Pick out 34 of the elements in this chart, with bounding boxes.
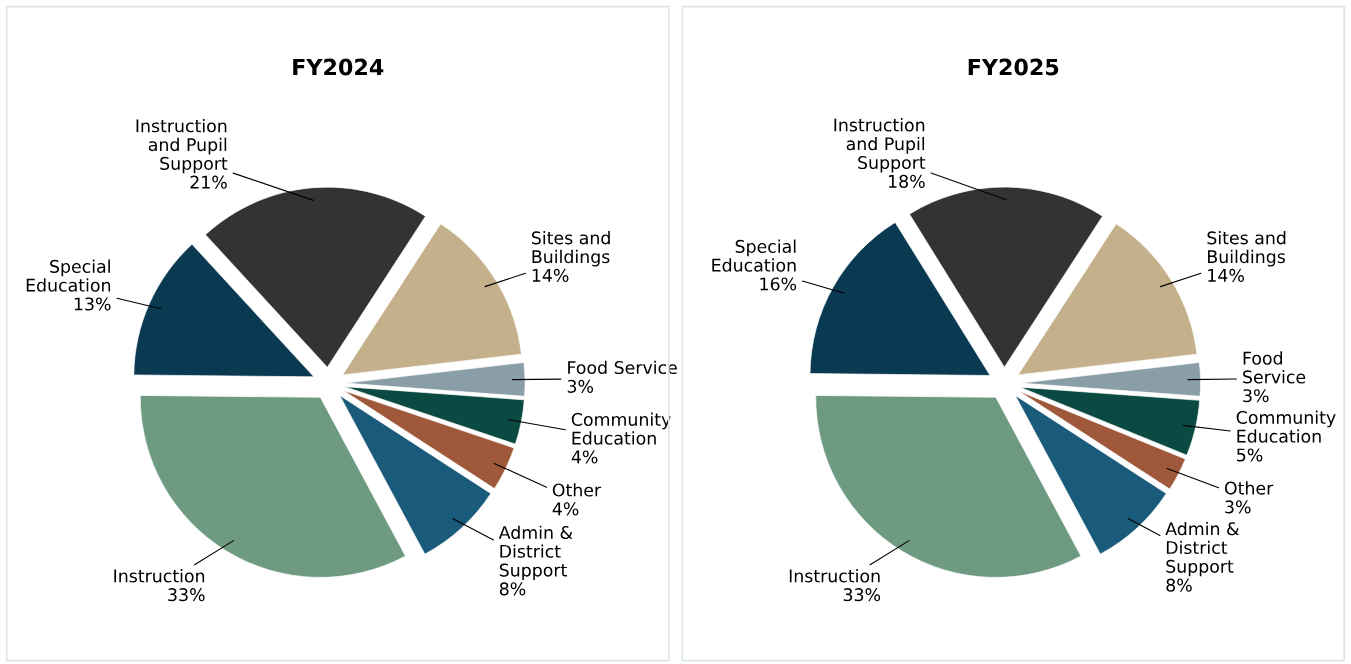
data-label: 14% (1208, 268, 1244, 282)
slice-label: Food Service (1243, 351, 1306, 384)
slice-label: Instruction and Pupil Support (136, 118, 228, 174)
data-label: 3% (567, 379, 594, 393)
slice-label: Other (552, 483, 602, 497)
data-label: 3% (1225, 500, 1251, 514)
data-label: 21% (190, 175, 227, 189)
slice-label: Food Service (568, 360, 677, 375)
chart-title: FY2025 (968, 58, 1059, 76)
data-label: 33% (843, 588, 881, 602)
data-label: 8% (1166, 578, 1192, 592)
data-label: 8% (499, 582, 526, 596)
data-label: 14% (532, 268, 569, 282)
slice-label: Other (1224, 481, 1274, 495)
slice-label: Special Education (26, 259, 111, 292)
slice-label: Instruction (114, 569, 205, 583)
data-label: 3% (1243, 389, 1269, 403)
slice-label: Admin & District Support (498, 525, 573, 580)
slice-label: Sites and Buildings (531, 230, 610, 267)
slice-label: Community Education (1236, 410, 1336, 443)
data-label: 13% (74, 297, 111, 311)
data-label: 4% (571, 450, 598, 464)
data-label: 5% (1237, 448, 1263, 462)
data-label: 18% (888, 174, 925, 188)
data-label: 16% (760, 277, 797, 291)
chart-title: FY2024 (293, 58, 384, 76)
slice-label: Instruction (789, 569, 880, 583)
data-label: 33% (168, 588, 205, 602)
data-label: 4% (552, 502, 579, 516)
slice-label: Sites and Buildings (1207, 230, 1286, 267)
slice-label: Instruction and Pupil Support (834, 118, 926, 173)
slice-label: Admin & District Support (1165, 521, 1240, 577)
slice-label: Community Education (571, 412, 671, 445)
slice-label: Special Education (712, 239, 796, 272)
